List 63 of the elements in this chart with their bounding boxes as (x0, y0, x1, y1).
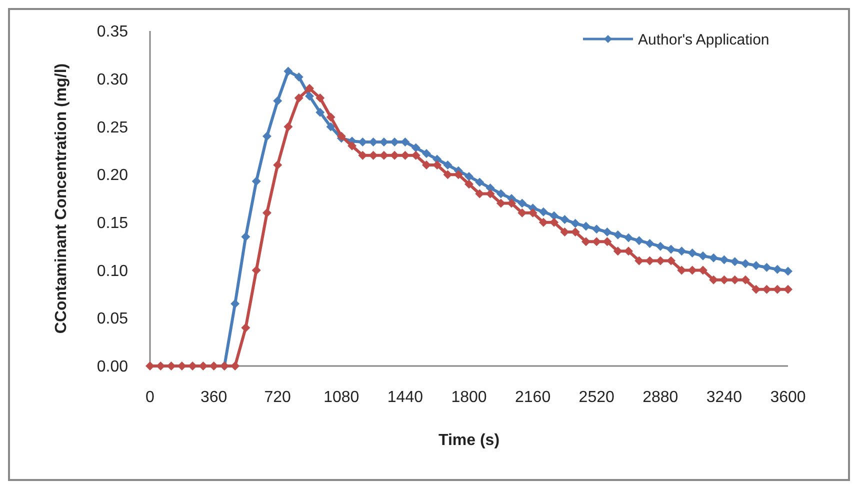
point (784, 266, 792, 276)
x-tick-label: 1080 (324, 389, 360, 406)
y-tick-label: 0.30 (96, 71, 128, 88)
point (411, 143, 420, 152)
x-axis-title: Time (s) (438, 432, 500, 449)
point (634, 236, 644, 246)
x-tick-label: 2520 (578, 389, 614, 406)
y-axis-title: CContaminant Concentration (mg/l) (53, 63, 70, 334)
point (294, 72, 304, 82)
point (464, 172, 474, 181)
point (688, 248, 697, 258)
point (752, 261, 761, 270)
point (602, 228, 612, 236)
x-tick-label: 2160 (515, 389, 551, 406)
y-tick-label: 0.00 (96, 358, 128, 376)
point (252, 176, 261, 186)
point (518, 198, 527, 208)
point (592, 224, 602, 234)
point (230, 299, 240, 308)
x-tick-label: 3240 (706, 389, 742, 406)
point (422, 149, 431, 158)
x-tick-label: 2880 (642, 389, 678, 406)
point (613, 230, 622, 240)
x-tick-label: 1440 (387, 389, 424, 406)
point (624, 233, 633, 242)
x-tick-label: 720 (264, 389, 292, 406)
point (284, 66, 293, 76)
point (645, 238, 654, 248)
point (677, 246, 686, 256)
point (762, 262, 772, 272)
point (730, 257, 740, 266)
point (496, 189, 506, 198)
point (570, 218, 580, 228)
point (772, 264, 782, 274)
point (656, 242, 665, 251)
point (316, 108, 325, 117)
y-tick-label: 0.15 (96, 215, 128, 232)
x-tick-label: 360 (200, 389, 228, 406)
point (538, 207, 548, 216)
x-tick-label: 0 (146, 389, 155, 406)
legend-label: Author's Application (638, 31, 770, 48)
point (698, 251, 708, 260)
point (305, 92, 314, 101)
point (262, 132, 272, 141)
point (241, 232, 250, 242)
y-tick-label: 0.25 (96, 119, 128, 136)
point (560, 215, 570, 224)
y-tick-label: 0.35 (96, 24, 128, 41)
point (443, 160, 452, 170)
point (581, 222, 590, 231)
point (666, 244, 676, 254)
point (273, 96, 282, 106)
y-tick-label: 0.10 (96, 262, 128, 280)
point (475, 178, 484, 187)
point (326, 122, 336, 132)
y-tick-label: 0.20 (96, 167, 128, 184)
x-tick-label: 3600 (770, 389, 806, 406)
point (740, 259, 750, 268)
point (709, 253, 718, 262)
x-tick-label: 1800 (451, 389, 487, 406)
y-tick-label: 0.05 (96, 310, 128, 328)
point (720, 255, 729, 264)
point (550, 211, 559, 220)
